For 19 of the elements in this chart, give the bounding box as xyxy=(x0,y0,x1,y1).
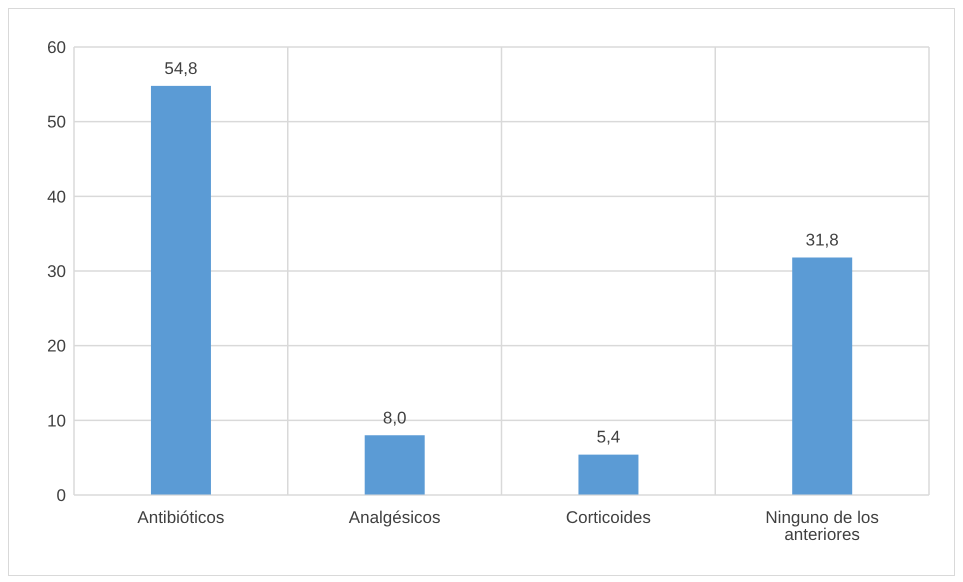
y-tick-label: 40 xyxy=(47,187,66,206)
bar xyxy=(578,454,638,495)
x-tick-label: Antibióticos xyxy=(137,508,224,528)
y-tick-label: 30 xyxy=(47,262,66,282)
bar xyxy=(150,86,211,495)
y-tick-label: 50 xyxy=(47,112,66,132)
x-tick-label: Ninguno de los anteriores xyxy=(765,508,879,544)
y-tick-label: 0 xyxy=(56,486,66,506)
x-tick-label: Analgésicos xyxy=(348,508,440,528)
y-tick-label: 10 xyxy=(47,411,66,430)
data-label: 5,4 xyxy=(596,428,620,447)
bar xyxy=(364,435,425,495)
data-label: 54,8 xyxy=(164,58,198,78)
bar xyxy=(792,258,852,495)
data-label: 31,8 xyxy=(806,230,839,250)
y-tick-label: 60 xyxy=(47,38,66,58)
x-tick-label: Corticoides xyxy=(566,508,651,528)
data-label: 8,0 xyxy=(382,408,407,428)
y-tick-label: 20 xyxy=(47,336,66,356)
